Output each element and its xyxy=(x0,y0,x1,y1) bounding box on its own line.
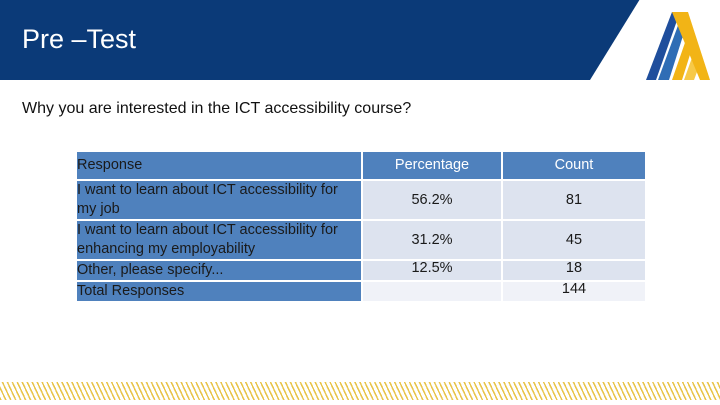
results-table: Response Percentage Count I want to lear… xyxy=(75,150,647,303)
table-row: I want to learn about ICT accessibility … xyxy=(77,221,645,259)
count-cell: 81 xyxy=(503,181,645,219)
response-cell: I want to learn about ICT accessibility … xyxy=(77,221,361,259)
table-row: Other, please specify... 12.5% 18 xyxy=(77,261,645,280)
table-row: I want to learn about ICT accessibility … xyxy=(77,181,645,219)
total-count-cell: 144 xyxy=(503,282,645,301)
percentage-cell: 12.5% xyxy=(363,261,501,280)
header-response: Response xyxy=(77,152,361,179)
header-percentage: Percentage xyxy=(363,152,501,179)
total-label-cell: Total Responses xyxy=(77,282,361,301)
response-cell: I want to learn about ICT accessibility … xyxy=(77,181,361,219)
header-count: Count xyxy=(503,152,645,179)
count-cell: 45 xyxy=(503,221,645,259)
footer-hatch-decoration xyxy=(0,382,720,400)
triangular-mountain-logo-icon xyxy=(646,12,710,80)
header-bar: Pre –Test xyxy=(0,0,720,80)
percentage-cell: 56.2% xyxy=(363,181,501,219)
table-row-total: Total Responses 144 xyxy=(77,282,645,301)
table-header-row: Response Percentage Count xyxy=(77,152,645,179)
slide-title: Pre –Test xyxy=(22,24,137,54)
count-cell: 18 xyxy=(503,261,645,280)
total-percentage-cell xyxy=(363,282,501,301)
question-text: Why you are interested in the ICT access… xyxy=(22,100,412,117)
response-cell: Other, please specify... xyxy=(77,261,361,280)
percentage-cell: 31.2% xyxy=(363,221,501,259)
